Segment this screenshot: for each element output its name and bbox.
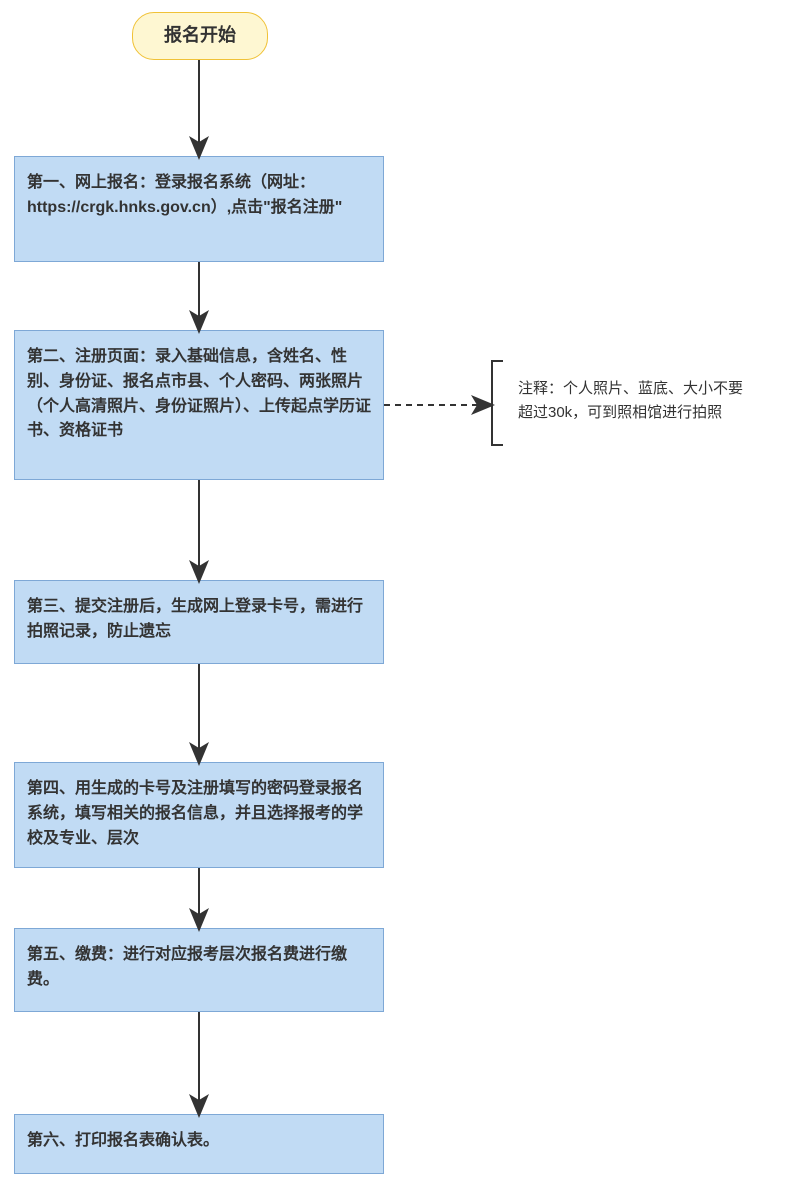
flowchart-start-node: 报名开始 [132,12,268,60]
flowchart-step-6: 第六、打印报名表确认表。 [14,1114,384,1174]
step-label: 第三、提交注册后，生成网上登录卡号，需进行拍照记录，防止遗忘 [27,598,363,640]
step-label: 第一、网上报名：登录报名系统（网址：https://crgk.hnks.gov.… [27,174,342,216]
start-label: 报名开始 [164,22,236,50]
note-bracket [491,360,503,446]
step-label: 第二、注册页面：录入基础信息，含姓名、性别、身份证、报名点市县、个人密码、两张照… [27,348,371,439]
step-label: 第四、用生成的卡号及注册填写的密码登录报名系统，填写相关的报名信息，并且选择报考… [27,780,363,847]
flowchart-step-1: 第一、网上报名：登录报名系统（网址：https://crgk.hnks.gov.… [14,156,384,262]
flowchart-step-3: 第三、提交注册后，生成网上登录卡号，需进行拍照记录，防止遗忘 [14,580,384,664]
flowchart-annotation-note: 注释：个人照片、蓝底、大小不要超过30k，可到照相馆进行拍照 [506,363,764,443]
flowchart-step-5: 第五、缴费：进行对应报考层次报名费进行缴费。 [14,928,384,1012]
step-label: 第五、缴费：进行对应报考层次报名费进行缴费。 [27,946,347,988]
flowchart-step-2: 第二、注册页面：录入基础信息，含姓名、性别、身份证、报名点市县、个人密码、两张照… [14,330,384,480]
flowchart-step-4: 第四、用生成的卡号及注册填写的密码登录报名系统，填写相关的报名信息，并且选择报考… [14,762,384,868]
note-label: 注释：个人照片、蓝底、大小不要超过30k，可到照相馆进行拍照 [518,380,743,421]
step-label: 第六、打印报名表确认表。 [27,1132,219,1149]
